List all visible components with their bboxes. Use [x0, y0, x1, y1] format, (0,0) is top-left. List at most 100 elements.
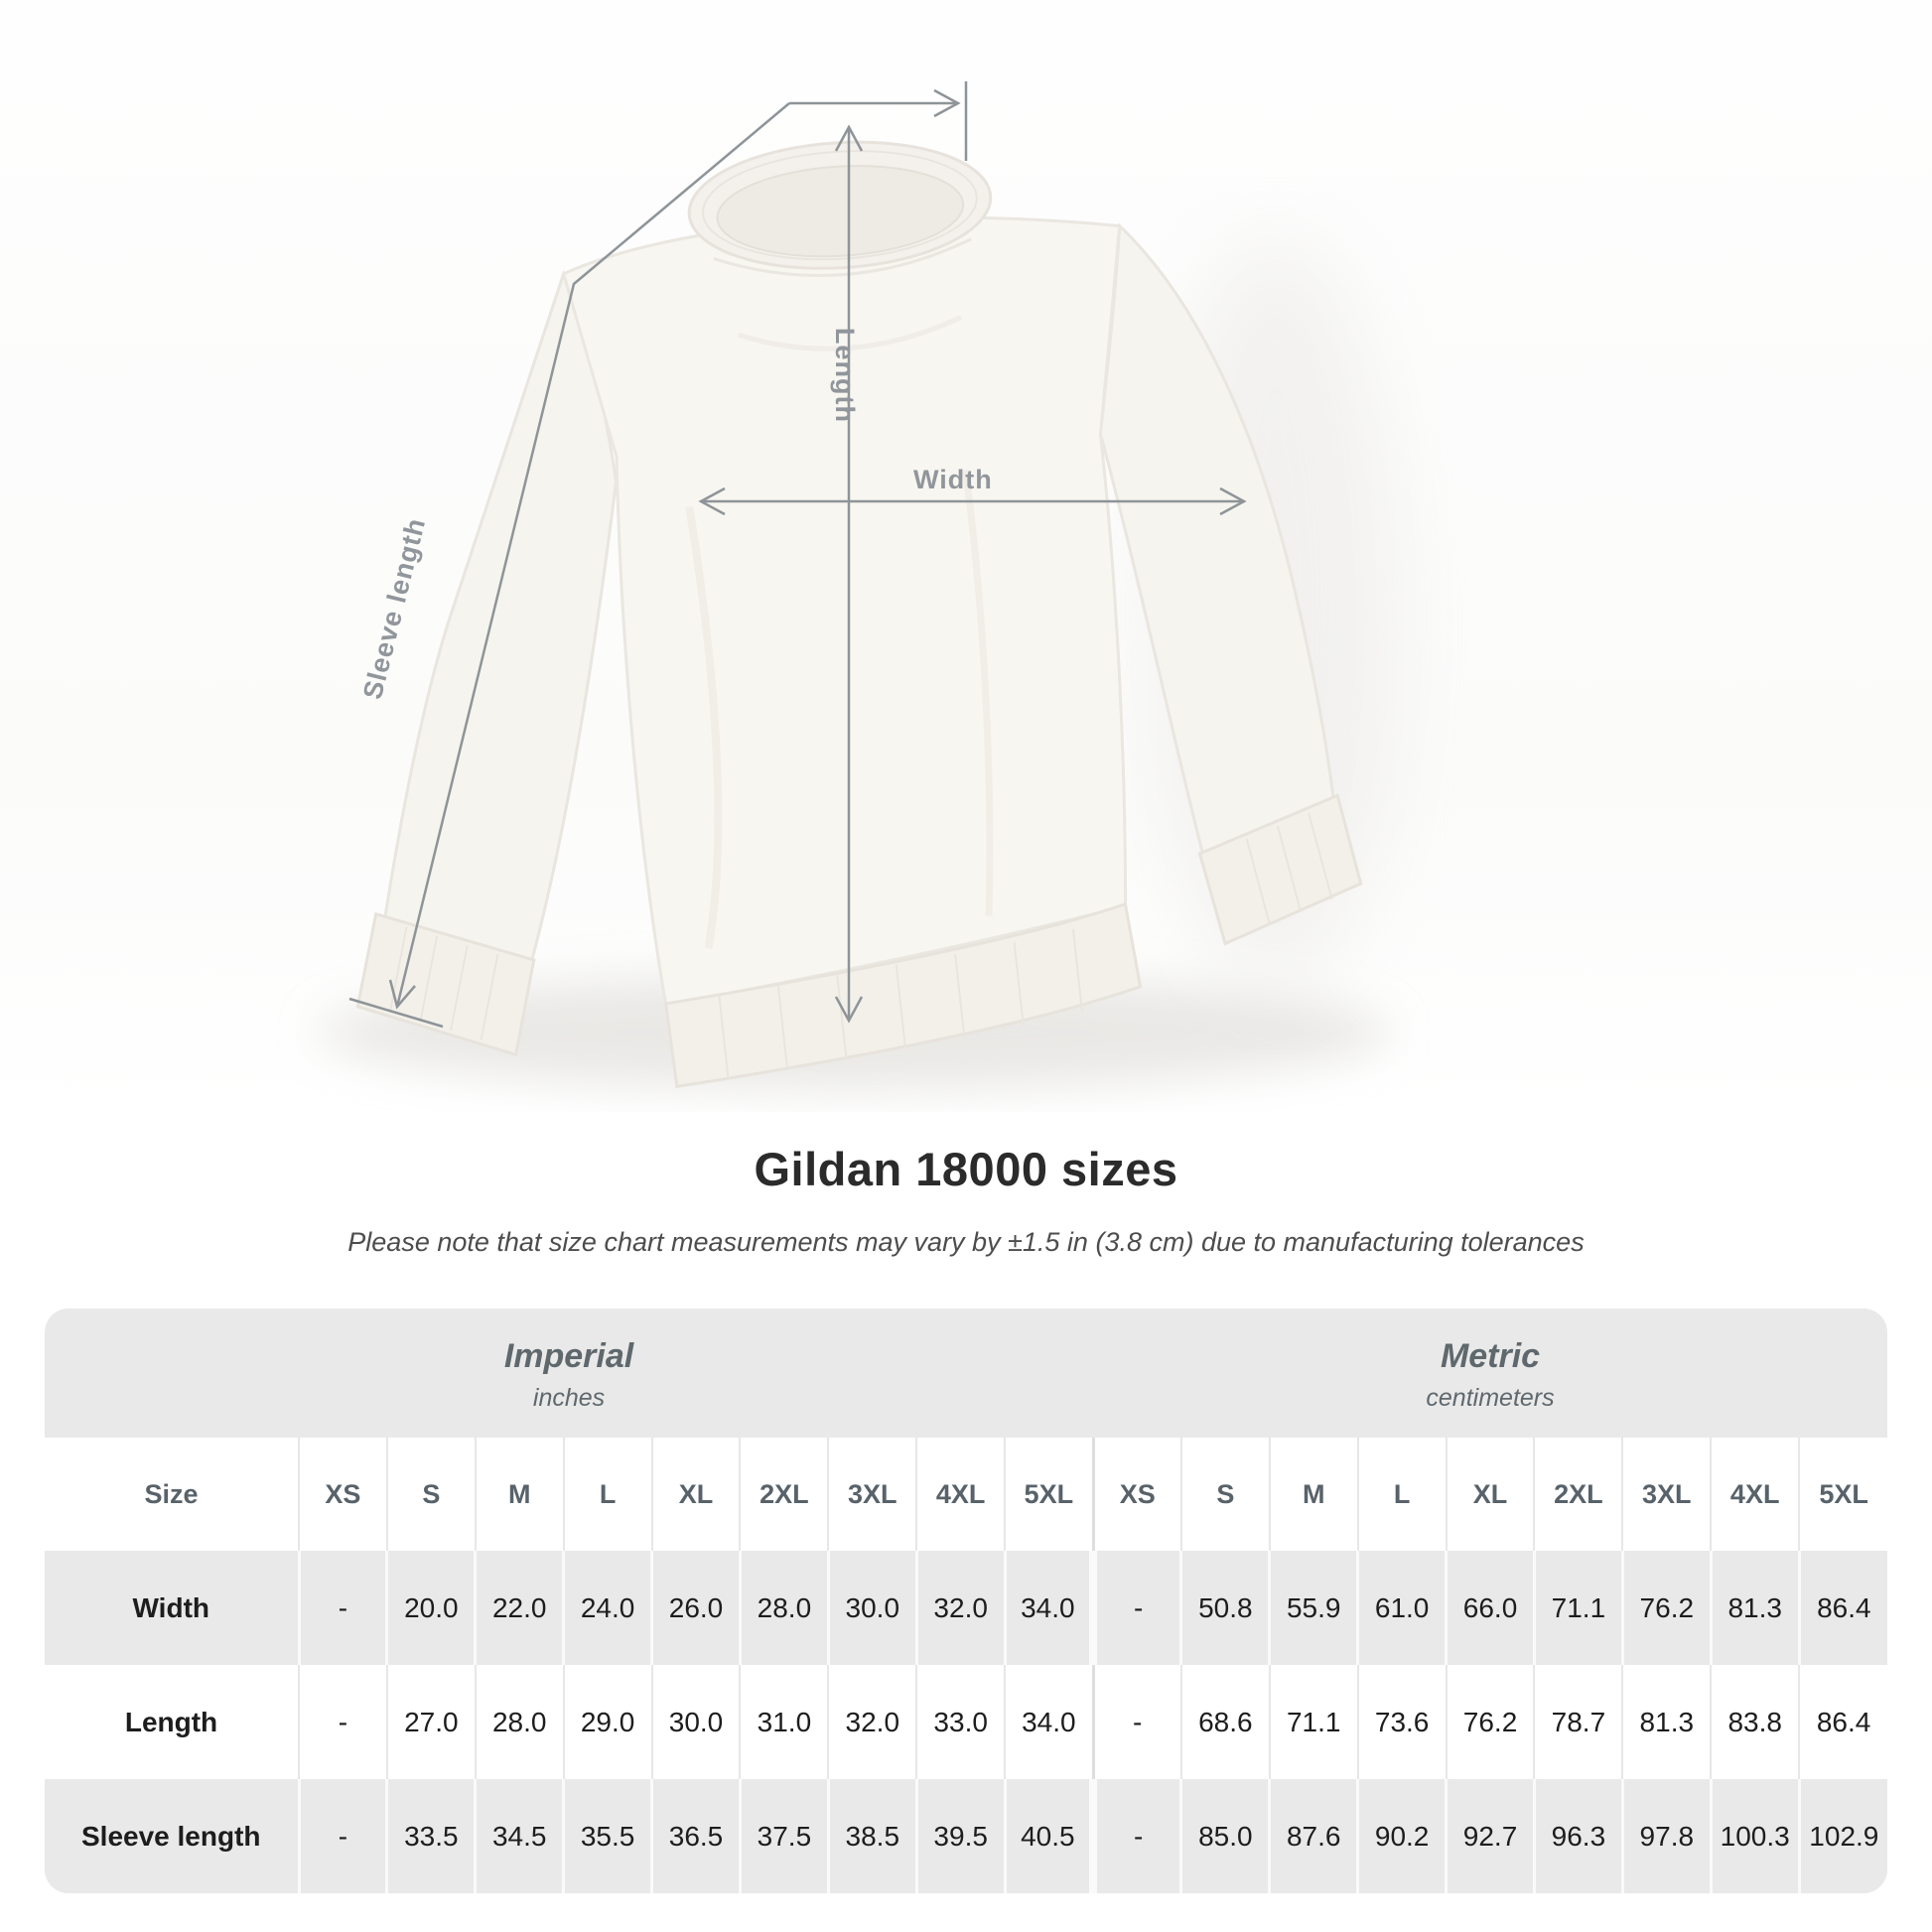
cell: 33.0 — [915, 1665, 1006, 1779]
cell: 97.8 — [1620, 1779, 1712, 1893]
cell: 34.5 — [474, 1779, 564, 1893]
cell: 36.5 — [650, 1779, 741, 1893]
cell: 34.0 — [1004, 1665, 1094, 1779]
size-header: XS — [298, 1438, 387, 1551]
cell: 40.5 — [1003, 1779, 1094, 1893]
cell: 35.5 — [562, 1779, 652, 1893]
collar-seam — [713, 237, 972, 278]
size-header: M — [1268, 1438, 1358, 1551]
cell: 33.5 — [385, 1779, 476, 1893]
cell: 38.5 — [826, 1779, 917, 1893]
cell: 32.0 — [914, 1551, 1006, 1665]
cell: 81.3 — [1621, 1665, 1712, 1779]
size-table-grid: Size XS S M L XL 2XL 3XL 4XL 5XL XS S M … — [45, 1438, 1887, 1893]
size-header: L — [562, 1438, 652, 1551]
sweatshirt — [355, 140, 1363, 1089]
cell: 30.0 — [826, 1551, 917, 1665]
measurement-lines — [348, 81, 1247, 1029]
row-label: Width — [132, 1591, 210, 1623]
size-header: 5XL — [1004, 1438, 1094, 1551]
length-dimension-label: Length — [830, 328, 860, 423]
cell: 30.0 — [650, 1665, 741, 1779]
imperial-unit-label: inches — [532, 1384, 606, 1412]
cell: 37.5 — [738, 1779, 829, 1893]
width-dimension-label: Width — [913, 465, 993, 494]
cell: 73.6 — [1356, 1665, 1447, 1779]
cell: 96.3 — [1532, 1779, 1623, 1893]
size-header: 2XL — [739, 1438, 829, 1551]
cell: 81.3 — [1709, 1551, 1800, 1665]
cell: - — [298, 1665, 387, 1779]
page-title: Gildan 18000 sizes — [754, 1143, 1178, 1195]
table-row-length: Length - 27.0 28.0 29.0 30.0 31.0 32.0 3… — [45, 1665, 1887, 1779]
tolerance-note: Please note that size chart measurements… — [347, 1227, 1585, 1257]
cell: 20.0 — [385, 1551, 476, 1665]
size-header: 5XL — [1798, 1438, 1887, 1551]
size-header: 2XL — [1533, 1438, 1623, 1551]
cell: 24.0 — [562, 1551, 652, 1665]
size-header: L — [1356, 1438, 1447, 1551]
size-header: S — [1179, 1438, 1270, 1551]
cell: 22.0 — [474, 1551, 564, 1665]
size-table: Imperial inches Metric centimeters Size … — [45, 1309, 1887, 1893]
cell: - — [1089, 1779, 1181, 1893]
cell: 85.0 — [1179, 1779, 1270, 1893]
size-column-header: Size — [144, 1478, 199, 1509]
cell: 61.0 — [1356, 1551, 1447, 1665]
size-header: S — [385, 1438, 476, 1551]
cell: 26.0 — [650, 1551, 741, 1665]
sweatshirt-diagram: Length Width Sleeve length — [0, 0, 1932, 1112]
size-header: XL — [1445, 1438, 1535, 1551]
body — [561, 215, 1128, 1008]
cell: 28.0 — [738, 1551, 829, 1665]
cell: 86.4 — [1797, 1551, 1887, 1665]
unit-header-row: Imperial inches Metric centimeters — [45, 1309, 1887, 1438]
cell: 31.0 — [739, 1665, 829, 1779]
cell: 27.0 — [385, 1665, 476, 1779]
size-header: M — [474, 1438, 564, 1551]
cell: 92.7 — [1445, 1779, 1535, 1893]
row-label: Length — [124, 1706, 218, 1737]
cell: 76.2 — [1620, 1551, 1712, 1665]
cell: 76.2 — [1445, 1665, 1535, 1779]
row-label: Sleeve length — [80, 1820, 261, 1852]
size-header: 4XL — [915, 1438, 1006, 1551]
metric-unit-label: centimeters — [1426, 1384, 1555, 1412]
cell: 50.8 — [1179, 1551, 1270, 1665]
cell: 100.3 — [1709, 1779, 1800, 1893]
table-row-sleeve-length: Sleeve length - 33.5 34.5 35.5 36.5 37.5… — [45, 1779, 1887, 1893]
cell: 39.5 — [914, 1779, 1006, 1893]
metric-label: Metric — [1440, 1337, 1541, 1375]
cell: 34.0 — [1003, 1551, 1094, 1665]
imperial-label: Imperial — [503, 1337, 634, 1375]
cell: 28.0 — [474, 1665, 564, 1779]
table-row-width: Width - 20.0 22.0 24.0 26.0 28.0 30.0 32… — [45, 1551, 1887, 1665]
metric-group-header: Metric centimeters — [1093, 1309, 1887, 1438]
cell: - — [297, 1779, 387, 1893]
sweatshirt-illustration — [318, 81, 1395, 1090]
size-header-row: Size XS S M L XL 2XL 3XL 4XL 5XL XS S M … — [45, 1438, 1887, 1551]
size-header: 4XL — [1710, 1438, 1800, 1551]
imperial-group-header: Imperial inches — [45, 1309, 1093, 1438]
cell: - — [297, 1551, 387, 1665]
size-header: 3XL — [1621, 1438, 1712, 1551]
cell: 32.0 — [827, 1665, 917, 1779]
cell: 78.7 — [1533, 1665, 1623, 1779]
cell: 66.0 — [1445, 1551, 1535, 1665]
cell: 55.9 — [1268, 1551, 1358, 1665]
cell: 68.6 — [1179, 1665, 1270, 1779]
size-header: XS — [1091, 1438, 1181, 1551]
cell: 29.0 — [562, 1665, 652, 1779]
cell: - — [1091, 1665, 1181, 1779]
cell: - — [1089, 1551, 1181, 1665]
cell: 71.1 — [1268, 1665, 1358, 1779]
sleeve-line — [395, 102, 790, 1008]
size-header: 3XL — [827, 1438, 917, 1551]
size-header: XL — [650, 1438, 741, 1551]
right-cuff — [1197, 793, 1363, 946]
cell: 83.8 — [1710, 1665, 1800, 1779]
cell: 86.4 — [1798, 1665, 1887, 1779]
cell: 71.1 — [1532, 1551, 1623, 1665]
cell: 87.6 — [1268, 1779, 1358, 1893]
